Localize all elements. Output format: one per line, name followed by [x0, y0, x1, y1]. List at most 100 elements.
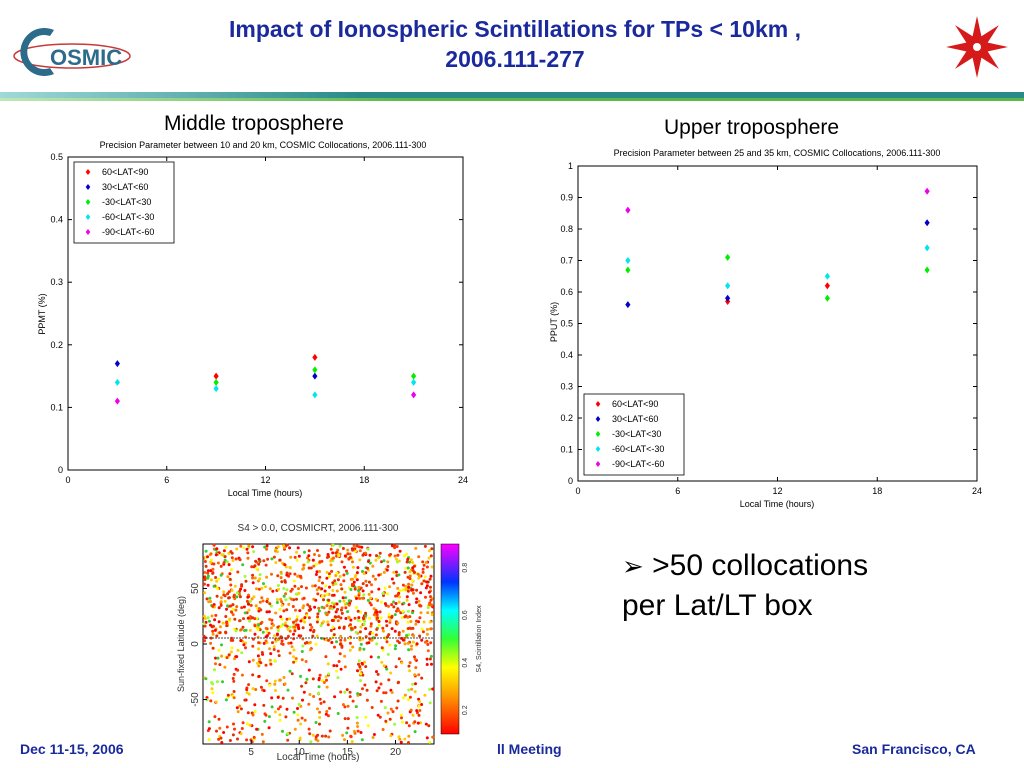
scintillation-point	[269, 626, 273, 630]
scintillation-point	[363, 619, 367, 623]
scintillation-point	[386, 652, 390, 656]
y-tick-label: 0.1	[50, 402, 63, 412]
scintillation-point	[382, 664, 386, 668]
scintillation-point	[239, 544, 243, 548]
scintillation-point	[358, 630, 362, 634]
scintillation-point	[381, 629, 385, 633]
y-tick-label: 0.9	[560, 193, 573, 203]
scintillation-point	[417, 576, 421, 580]
scintillation-point	[330, 569, 334, 573]
scintillation-point	[206, 571, 210, 575]
scintillation-point	[214, 700, 218, 704]
scintillation-point	[404, 566, 408, 570]
data-point	[114, 360, 120, 368]
scintillation-point	[273, 682, 277, 686]
bullet-text-1: >50 collocations	[652, 549, 869, 582]
scintillation-point	[207, 720, 211, 724]
scintillation-point	[288, 572, 292, 576]
scintillation-point	[243, 698, 247, 702]
scintillation-point	[358, 665, 362, 669]
scintillation-point	[247, 608, 251, 612]
scintillation-point	[428, 620, 432, 624]
scintillation-point	[371, 736, 375, 739]
scintillation-point	[407, 585, 411, 589]
scintillation-point	[320, 734, 324, 738]
scintillation-point	[329, 629, 333, 632]
scintillation-point	[354, 705, 358, 709]
map-x-tick-label: 10	[294, 747, 306, 758]
scintillation-point	[398, 737, 402, 741]
data-point	[625, 301, 631, 309]
scintillation-point	[336, 676, 340, 680]
scintillation-point	[215, 680, 219, 684]
scintillation-point	[388, 585, 392, 589]
scintillation-point	[408, 577, 412, 581]
scintillation-point	[388, 643, 392, 647]
scintillation-point	[258, 657, 262, 661]
scintillation-point	[278, 718, 282, 722]
scintillation-point	[221, 680, 224, 684]
scintillation-point	[377, 686, 381, 690]
scintillation-point	[314, 721, 318, 724]
scintillation-point	[276, 632, 279, 636]
scintillation-point	[235, 547, 239, 551]
scintillation-point	[230, 556, 234, 560]
scintillation-point	[287, 602, 291, 606]
scintillation-point	[368, 553, 372, 557]
scintillation-point	[209, 552, 213, 556]
scintillation-point	[350, 582, 354, 586]
scintillation-point	[429, 641, 433, 645]
scintillation-point	[261, 740, 265, 744]
scintillation-point	[386, 592, 389, 596]
scintillation-point	[389, 734, 393, 738]
scintillation-point	[225, 656, 229, 660]
data-point	[725, 294, 731, 302]
scintillation-point	[307, 668, 311, 672]
scintillation-point	[358, 667, 362, 671]
scintillation-point	[335, 669, 339, 673]
y-tick-label: 0.5	[560, 319, 573, 329]
scintillation-point	[355, 578, 359, 582]
scintillation-point	[336, 578, 340, 582]
data-point	[312, 391, 318, 399]
scintillation-point	[221, 621, 225, 625]
axes: 0 6 12 18 24 0 0.1 0.2 0.3 0.4 0.5	[50, 152, 468, 485]
scintillation-point	[353, 587, 357, 591]
scintillation-point	[300, 650, 304, 653]
scintillation-point	[324, 734, 328, 738]
scintillation-point	[214, 613, 218, 617]
cosmic-logo: OSMIC	[10, 18, 135, 84]
data-point	[312, 353, 318, 361]
scintillation-point	[274, 689, 277, 692]
scintillation-point	[343, 654, 347, 658]
scintillation-point	[394, 557, 398, 561]
scintillation-point	[334, 551, 338, 555]
scintillation-point	[326, 601, 330, 605]
scintillation-point	[305, 612, 308, 616]
scintillation-point	[262, 703, 266, 707]
scintillation-point	[378, 551, 382, 555]
scintillation-point	[313, 584, 317, 588]
scintillation-point	[264, 635, 268, 639]
scintillation-point	[304, 681, 308, 685]
scintillation-point	[351, 645, 355, 649]
scintillation-point	[257, 587, 261, 591]
scintillation-point	[381, 728, 385, 731]
scintillation-point	[426, 580, 430, 584]
scintillation-point	[285, 608, 289, 612]
scintillation-point	[423, 693, 427, 697]
legend-label: 60<LAT<90	[612, 399, 658, 409]
data-point	[824, 282, 830, 290]
scintillation-point	[327, 598, 331, 602]
y-tick-label: 0	[568, 476, 573, 486]
scintillation-point	[327, 610, 331, 614]
scintillation-point	[374, 680, 378, 684]
scintillation-point	[424, 595, 427, 599]
scintillation-point	[411, 561, 415, 564]
scintillation-point	[306, 560, 310, 564]
scintillation-point	[323, 589, 327, 593]
scintillation-point	[292, 620, 295, 624]
scintillation-point	[409, 708, 413, 712]
scintillation-point	[299, 722, 303, 726]
scintillation-point	[337, 615, 341, 619]
